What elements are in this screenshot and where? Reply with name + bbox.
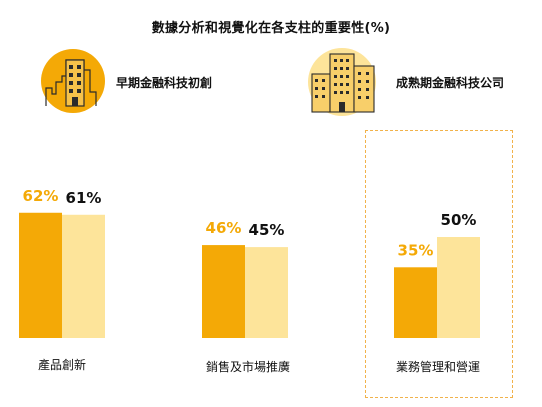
legend-label-mature-company: 成熟期金融科技公司 xyxy=(396,76,505,90)
bar-mature-company-product-innovation xyxy=(62,214,105,338)
value-label-mature-company-business-operations: 50% xyxy=(441,211,477,229)
bar-early-startup-business-operations xyxy=(394,267,437,338)
category-label-sales-marketing: 銷售及市場推廣 xyxy=(205,360,290,374)
value-label-mature-company-product-innovation: 61% xyxy=(66,189,102,207)
category-label-product-innovation: 產品創新 xyxy=(37,358,86,372)
category-label-business-operations: 業務管理和營運 xyxy=(395,360,480,374)
bar-early-startup-product-innovation xyxy=(19,212,62,338)
value-label-mature-company-sales-marketing: 45% xyxy=(249,221,285,239)
mature-company-buildings-icon xyxy=(308,48,376,116)
bar-mature-company-sales-marketing xyxy=(245,247,288,338)
chart-title: 數據分析和視覺化在各支柱的重要性(%) xyxy=(151,21,391,36)
value-label-early-startup-product-innovation: 62% xyxy=(23,187,59,205)
bar-mature-company-business-operations xyxy=(437,237,480,338)
early-startup-building-icon xyxy=(41,49,105,113)
value-label-early-startup-sales-marketing: 46% xyxy=(206,219,242,237)
highlight-box xyxy=(365,130,513,398)
legend-label-early-startup: 早期金融科技初創 xyxy=(116,76,213,90)
value-label-early-startup-business-operations: 35% xyxy=(398,241,434,259)
bar-early-startup-sales-marketing xyxy=(202,245,245,338)
